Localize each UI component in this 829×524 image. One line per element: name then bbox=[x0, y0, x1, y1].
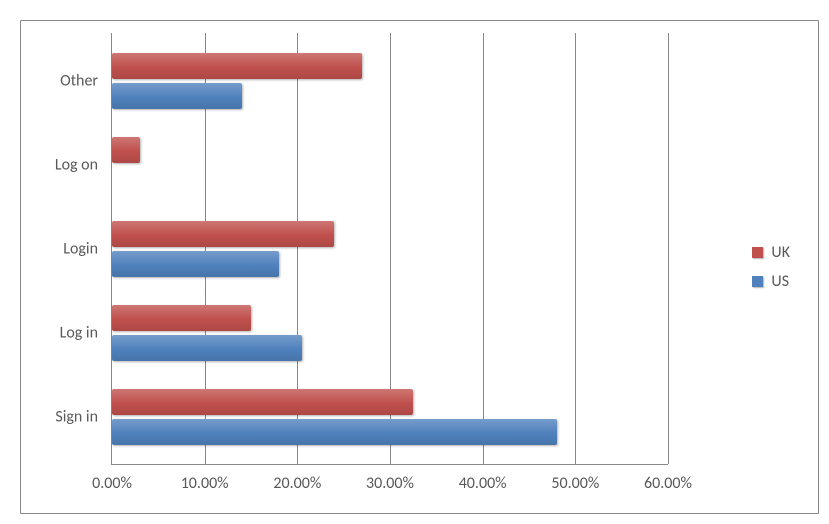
bar-us bbox=[112, 251, 279, 277]
gridline bbox=[483, 33, 484, 464]
y-category-label: Log on bbox=[55, 155, 98, 174]
plot-area: 0.00%10.00%20.00%30.00%40.00%50.00%60.00… bbox=[111, 33, 668, 465]
bar-uk bbox=[112, 137, 140, 163]
x-tick-label: 20.00% bbox=[273, 474, 321, 493]
x-tick-label: 40.00% bbox=[459, 474, 507, 493]
x-tick-label: 30.00% bbox=[366, 474, 414, 493]
bar-uk bbox=[112, 389, 413, 415]
y-category-label: Login bbox=[63, 239, 98, 258]
bar-us bbox=[112, 83, 242, 109]
gridline bbox=[668, 33, 669, 464]
legend-item: US bbox=[752, 272, 790, 291]
bar-us bbox=[112, 335, 302, 361]
legend-label: US bbox=[771, 272, 789, 291]
gridline bbox=[575, 33, 576, 464]
legend-label: UK bbox=[771, 243, 790, 262]
bar-us bbox=[112, 419, 557, 445]
legend-swatch bbox=[752, 276, 763, 287]
chart-frame: 0.00% 10.00% 20.00% 30.00% 40.00% 50.00% 60.00… bbox=[20, 20, 819, 514]
x-tick-label: 0.00% bbox=[92, 474, 132, 493]
y-category-label: Log in bbox=[60, 323, 98, 342]
y-category-label: Sign in bbox=[55, 407, 98, 426]
bar-uk bbox=[112, 305, 251, 331]
x-tick-label: 60.00% bbox=[644, 474, 692, 493]
legend-swatch bbox=[752, 247, 763, 258]
bar-uk bbox=[112, 221, 334, 247]
legend-item: UK bbox=[752, 243, 790, 262]
x-tick-label: 10.00% bbox=[181, 474, 229, 493]
y-category-label: Other bbox=[60, 71, 98, 90]
bar-uk bbox=[112, 53, 362, 79]
x-tick-label: 50.00% bbox=[551, 474, 599, 493]
chart-container: 0.00% 10.00% 20.00% 30.00% 40.00% 50.00% 60.00… bbox=[0, 0, 829, 524]
legend: UK US bbox=[752, 233, 790, 301]
